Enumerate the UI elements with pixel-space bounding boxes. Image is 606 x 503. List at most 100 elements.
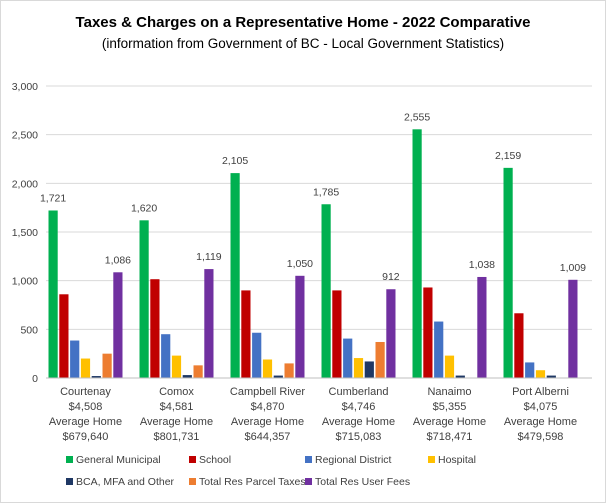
x-category-label: $4,581 — [160, 401, 194, 413]
legend-label: School — [199, 454, 231, 466]
legend-label: General Municipal — [76, 454, 161, 466]
bar — [171, 355, 182, 378]
y-tick-label: 500 — [20, 324, 38, 336]
bar — [386, 289, 396, 378]
bar — [455, 375, 465, 378]
bar — [364, 361, 374, 378]
chart-title: Taxes & Charges on a Representative Home… — [75, 14, 531, 31]
bar — [353, 358, 364, 378]
data-label: 1,721 — [40, 192, 66, 204]
bar — [525, 362, 535, 378]
bar — [321, 204, 331, 378]
bar — [70, 340, 80, 378]
bar — [503, 167, 513, 378]
bar — [150, 279, 160, 378]
x-category-label: Average Home — [413, 416, 486, 428]
x-category-label: $5,355 — [433, 401, 467, 413]
bar — [423, 287, 433, 378]
data-label: 2,555 — [404, 111, 430, 123]
legend-swatch — [66, 456, 73, 463]
legend-swatch — [305, 456, 312, 463]
legend-label: Regional District — [315, 454, 392, 466]
data-label: 1,050 — [287, 258, 313, 270]
legend-label: BCA, MFA and Other — [76, 476, 175, 488]
legend-label: Hospital — [438, 454, 476, 466]
legend-label: Total Res User Fees — [315, 476, 410, 488]
bar — [568, 279, 578, 378]
bar — [204, 269, 214, 378]
y-tick-label: 1,500 — [12, 227, 38, 239]
bar — [91, 376, 101, 378]
bar — [332, 290, 342, 378]
bar — [193, 365, 203, 378]
x-category-label: $4,508 — [69, 401, 103, 413]
data-label: 1,620 — [131, 202, 157, 214]
data-label: 1,086 — [105, 254, 131, 266]
bar — [546, 375, 556, 378]
data-label: 1,038 — [469, 259, 495, 271]
bar — [252, 332, 262, 378]
bar — [514, 313, 524, 378]
legend-swatch — [66, 478, 73, 485]
bar — [182, 375, 192, 378]
y-tick-label: 0 — [32, 373, 38, 385]
bar — [241, 290, 251, 378]
x-category-label: $479,598 — [518, 431, 564, 443]
x-category-label: $718,471 — [427, 431, 473, 443]
bar — [535, 370, 546, 378]
bar — [284, 363, 294, 378]
legend-swatch — [189, 456, 196, 463]
data-label: 1,009 — [560, 262, 586, 274]
y-tick-label: 2,500 — [12, 130, 38, 142]
bar — [230, 173, 240, 378]
bar — [434, 321, 444, 378]
x-category-label: $4,870 — [251, 401, 285, 413]
x-category-label: Comox — [159, 386, 194, 398]
x-category-label: Courtenay — [60, 386, 111, 398]
bar — [477, 276, 487, 378]
x-category-label: Nanaimo — [427, 386, 471, 398]
y-tick-label: 3,000 — [12, 81, 38, 93]
bar — [343, 338, 353, 378]
bar — [102, 353, 112, 378]
y-tick-label: 2,000 — [12, 178, 38, 190]
x-category-label: $679,640 — [63, 431, 109, 443]
x-category-label: Average Home — [504, 416, 577, 428]
bar — [113, 272, 123, 378]
x-category-label: $715,083 — [336, 431, 382, 443]
x-category-label: $644,357 — [245, 431, 291, 443]
data-label: 1,785 — [313, 186, 339, 198]
x-category-label: Average Home — [231, 416, 304, 428]
bar — [375, 341, 385, 378]
bar — [59, 294, 69, 378]
x-category-label: Average Home — [322, 416, 395, 428]
data-label: 1,119 — [196, 251, 222, 263]
bar — [295, 275, 305, 378]
legend-swatch — [428, 456, 435, 463]
legend-swatch — [189, 478, 196, 485]
bar — [412, 129, 422, 378]
bar — [161, 334, 171, 378]
data-label: 2,159 — [495, 150, 521, 162]
x-category-label: Port Alberni — [512, 386, 569, 398]
bar — [80, 358, 91, 378]
x-category-label: $4,075 — [524, 401, 558, 413]
x-category-label: Average Home — [49, 416, 122, 428]
x-category-label: $4,746 — [342, 401, 376, 413]
bar — [262, 359, 273, 378]
legend-label: Total Res Parcel Taxes — [199, 476, 306, 488]
chart-subtitle: (information from Government of BC - Loc… — [101, 36, 505, 51]
x-category-label: $801,731 — [154, 431, 200, 443]
x-category-label: Average Home — [140, 416, 213, 428]
data-label: 912 — [382, 271, 400, 283]
y-tick-label: 1,000 — [12, 276, 38, 288]
x-category-label: Cumberland — [329, 386, 389, 398]
legend-swatch — [305, 478, 312, 485]
x-category-label: Campbell River — [230, 386, 306, 398]
bar — [444, 355, 455, 378]
data-label: 2,105 — [222, 155, 248, 167]
bar — [139, 220, 149, 378]
bar — [273, 375, 283, 378]
bar — [48, 210, 58, 378]
